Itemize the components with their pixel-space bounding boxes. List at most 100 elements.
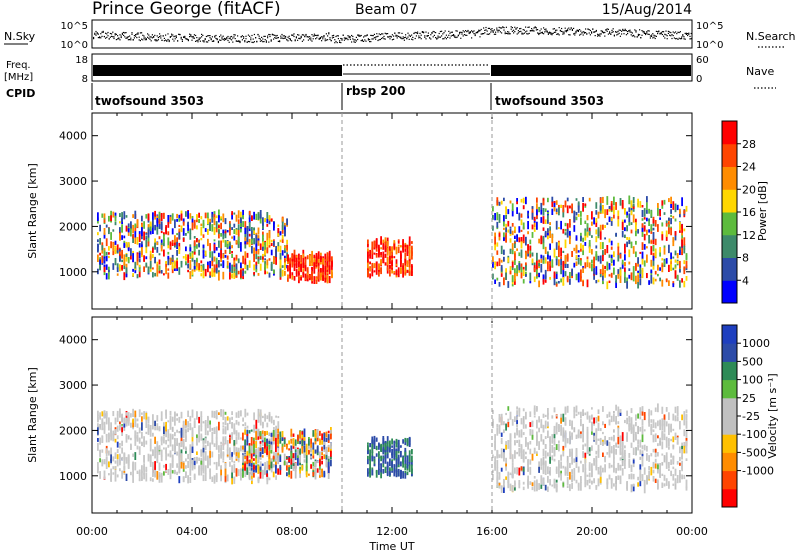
echo-cell xyxy=(105,273,108,280)
echo-cell xyxy=(683,260,686,265)
sky-noise-point xyxy=(291,40,293,42)
echo-cell xyxy=(591,259,593,264)
freq-left-tick-top: 18 xyxy=(75,55,88,66)
echo-cell xyxy=(529,422,532,428)
echo-cell xyxy=(509,411,512,420)
echo-cell xyxy=(391,265,393,268)
echo-cell xyxy=(584,474,587,480)
echo-cell xyxy=(549,456,551,464)
echo-cell xyxy=(295,260,298,269)
echo-cell xyxy=(277,428,279,434)
sky-noise-point xyxy=(235,40,237,42)
echo-cell xyxy=(178,228,181,231)
echo-cell xyxy=(167,272,170,279)
echo-cell xyxy=(99,238,101,245)
sky-noise-point xyxy=(646,31,648,33)
sky-noise-point xyxy=(138,36,140,38)
echo-cell xyxy=(222,444,225,450)
echo-cell xyxy=(558,207,560,216)
echo-cell xyxy=(397,240,400,244)
echo-cell xyxy=(191,222,194,231)
echo-cell xyxy=(498,454,501,458)
echo-cell xyxy=(386,441,389,450)
echo-cell xyxy=(505,465,507,469)
echo-cell xyxy=(154,256,156,264)
sky-noise-point xyxy=(517,32,519,34)
echo-cell xyxy=(298,261,300,269)
echo-cell xyxy=(659,217,661,220)
echo-cell xyxy=(400,255,402,264)
echo-cell xyxy=(138,437,141,444)
echo-cell xyxy=(380,469,382,479)
echo-cell xyxy=(312,442,315,450)
echo-cell xyxy=(185,446,187,452)
echo-cell xyxy=(294,452,297,461)
echo-cell xyxy=(511,203,514,212)
colorbar-tick-label: 8 xyxy=(742,252,749,265)
echo-cell xyxy=(180,225,183,233)
echo-cell xyxy=(328,258,331,267)
sky-noise-point xyxy=(334,42,336,44)
echo-cell xyxy=(158,218,161,225)
sky-noise-point xyxy=(417,32,419,35)
sky-noise-point xyxy=(583,31,585,33)
echo-cell xyxy=(169,415,172,420)
echo-cell xyxy=(402,246,404,253)
echo-cell xyxy=(147,229,150,238)
echo-cell xyxy=(141,470,143,480)
echo-cell xyxy=(246,429,249,438)
echo-cell xyxy=(171,434,174,438)
echo-cell xyxy=(222,260,225,268)
echo-cell xyxy=(215,257,218,265)
sky-noise-point xyxy=(150,36,152,38)
echo-cell xyxy=(397,457,400,465)
echo-cell xyxy=(624,208,626,215)
echo-cell xyxy=(573,210,576,220)
echo-cell xyxy=(503,227,505,230)
echo-cell xyxy=(114,212,117,219)
sky-noise-point xyxy=(499,27,501,29)
echo-cell xyxy=(268,432,271,436)
echo-cell xyxy=(123,425,126,431)
echo-cell xyxy=(119,213,121,217)
sky-noise-point xyxy=(187,40,189,42)
echo-cell xyxy=(167,469,170,475)
echo-cell xyxy=(593,478,595,484)
sky-noise-point xyxy=(592,28,594,30)
sky-noise-point xyxy=(480,28,482,31)
echo-cell xyxy=(233,229,236,234)
sky-noise-point xyxy=(497,29,499,31)
echo-cell xyxy=(507,281,510,288)
echo-cell xyxy=(189,213,192,218)
echo-cell xyxy=(367,468,369,477)
echo-cell xyxy=(367,446,369,451)
echo-cell xyxy=(604,209,606,219)
echo-cell xyxy=(257,459,260,464)
sky-noise-point xyxy=(165,34,167,36)
echo-cell xyxy=(316,429,319,438)
echo-cell xyxy=(240,262,242,269)
echo-cell xyxy=(209,420,211,425)
echo-cell xyxy=(378,468,380,475)
sky-noise-point xyxy=(612,28,614,30)
echo-cell xyxy=(562,260,565,267)
echo-cell xyxy=(275,437,277,444)
sky-noise-point xyxy=(193,34,195,36)
echo-cell xyxy=(500,265,503,271)
echo-cell xyxy=(522,432,525,436)
echo-cell xyxy=(224,411,227,415)
echo-cell xyxy=(121,431,123,436)
echo-cell xyxy=(189,247,192,252)
echo-cell xyxy=(670,252,672,260)
echo-cell xyxy=(529,280,532,284)
echo-cell xyxy=(138,266,141,272)
echo-cell xyxy=(527,231,529,235)
echo-cell xyxy=(250,470,253,475)
echo-cell xyxy=(163,273,165,276)
sky-noise-point xyxy=(348,35,350,37)
echo-cell xyxy=(619,198,622,206)
echo-cell xyxy=(311,256,313,263)
sky-noise-point xyxy=(563,31,565,33)
echo-cell xyxy=(145,466,148,471)
echo-cell xyxy=(110,430,112,437)
